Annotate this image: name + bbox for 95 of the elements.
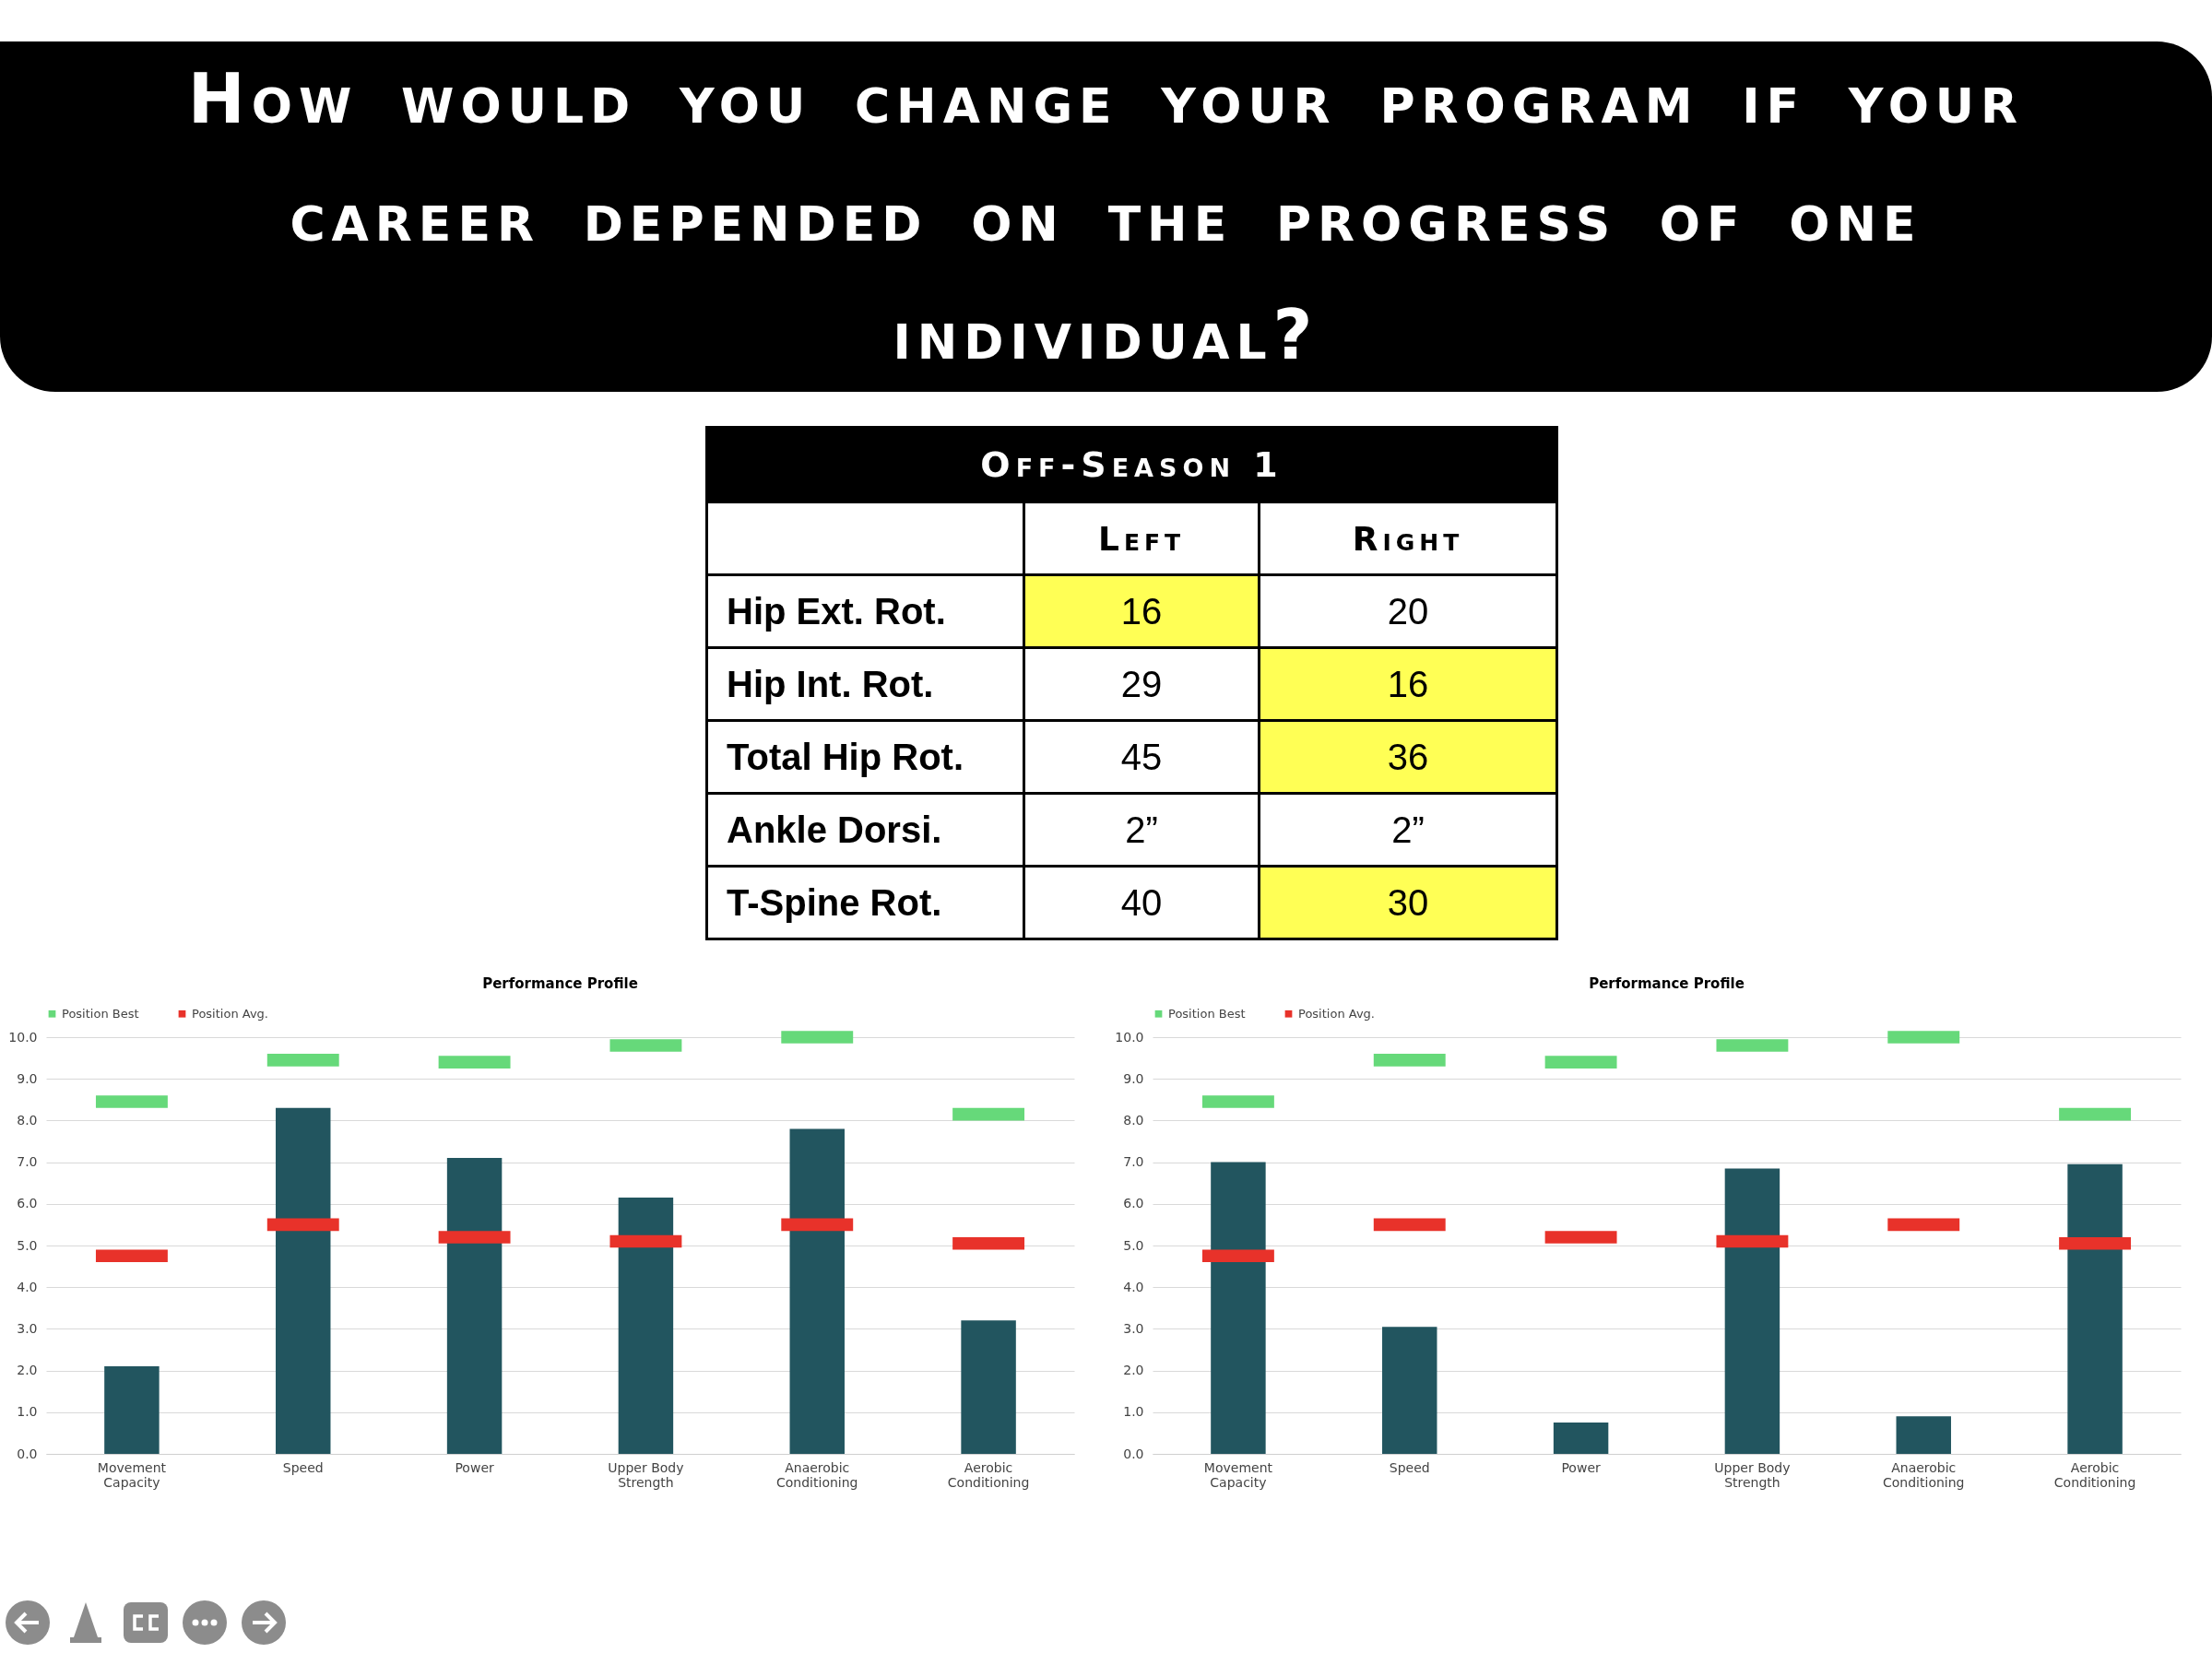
y-tick-label: 5.0	[17, 1237, 38, 1253]
bar	[1896, 1416, 1951, 1454]
y-tick-label: 2.0	[17, 1363, 38, 1378]
legend-label: Position Avg.	[192, 1006, 268, 1021]
y-tick-label: 3.0	[1123, 1320, 1144, 1336]
y-tick-label: 4.0	[17, 1279, 38, 1294]
bar	[789, 1128, 845, 1454]
bar	[952, 1107, 1025, 1121]
y-tick-label: 8.0	[17, 1112, 38, 1128]
bar	[609, 1039, 682, 1052]
category-label: Hip Ext. Rot.	[727, 590, 946, 632]
y-tick-label: 7.0	[1123, 1154, 1144, 1170]
x-tick-label: Power	[1561, 1459, 1601, 1475]
bar	[95, 1095, 168, 1108]
text: 16	[1387, 663, 1429, 704]
bar	[1544, 1231, 1617, 1244]
y-tick-label: 5.0	[1123, 1237, 1144, 1253]
y-tick-label: 10.0	[8, 1029, 38, 1045]
bar	[1716, 1234, 1789, 1248]
x-tick-label: Speed	[1389, 1459, 1430, 1475]
y-tick-label: 2.0	[1123, 1363, 1144, 1378]
bar	[1373, 1054, 1446, 1067]
y-tick-label: 1.0	[1123, 1404, 1144, 1420]
bar	[1724, 1168, 1780, 1454]
text: 20	[1387, 590, 1429, 632]
bar	[1887, 1218, 1960, 1232]
bar	[1553, 1423, 1609, 1454]
bar	[2059, 1107, 2132, 1121]
bar	[438, 1231, 511, 1244]
bar	[781, 1031, 854, 1044]
bar	[276, 1107, 331, 1454]
bar	[446, 1158, 503, 1454]
x-tick-label: Anaerobic Conditioning	[776, 1459, 858, 1490]
text: 2”	[1391, 809, 1425, 850]
x-tick-label: Upper Body Strength	[608, 1459, 684, 1490]
chart-title: Performance Profile	[1589, 975, 1745, 992]
bar	[266, 1054, 339, 1067]
y-tick-label: 8.0	[1123, 1112, 1144, 1128]
bar	[1716, 1039, 1789, 1052]
y-tick-label: 6.0	[1123, 1196, 1144, 1211]
bar	[2067, 1163, 2123, 1454]
category-label: Ankle Dorsi.	[727, 809, 942, 850]
bar	[781, 1218, 854, 1232]
y-tick-label: 4.0	[1123, 1279, 1144, 1294]
y-tick-label: 3.0	[17, 1320, 38, 1336]
bar	[1382, 1327, 1437, 1454]
category-label: T-Spine Rot.	[727, 881, 942, 923]
x-tick-label: Anaerobic Conditioning	[1883, 1459, 1965, 1490]
text: 30	[1387, 881, 1429, 923]
y-tick-label: 0.0	[1123, 1446, 1144, 1461]
y-tick-label: 6.0	[17, 1196, 38, 1211]
text: Off-Season 1	[706, 427, 1557, 502]
bar	[2059, 1236, 2132, 1250]
text: How would you change your program if your career depended on the progress of one individual?	[0, 41, 2212, 392]
x-tick-label: Movement Capacity	[97, 1459, 167, 1490]
bar	[1544, 1056, 1617, 1069]
legend-label: Position Best	[1168, 1006, 1246, 1021]
y-tick-label: 1.0	[17, 1404, 38, 1420]
bar	[438, 1056, 511, 1069]
y-tick-label: 10.0	[1115, 1029, 1144, 1045]
bar	[95, 1249, 168, 1263]
x-tick-label: Power	[455, 1459, 494, 1475]
text: 40	[1120, 881, 1163, 923]
category-label: Total Hip Rot.	[727, 736, 964, 777]
text: 36	[1387, 736, 1429, 777]
text: 16	[1120, 590, 1163, 632]
legend-label: Position Avg.	[1298, 1006, 1375, 1021]
bar	[618, 1198, 674, 1454]
legend-label: Position Best	[62, 1006, 139, 1021]
bar	[266, 1218, 339, 1232]
x-tick-label: Movement Capacity	[1203, 1459, 1273, 1490]
bar	[1373, 1218, 1446, 1232]
chart-title: Performance Profile	[482, 975, 638, 992]
category-label: Left	[1023, 502, 1260, 575]
bar	[961, 1320, 1016, 1454]
bar	[1201, 1095, 1274, 1108]
text: 2”	[1125, 809, 1158, 850]
y-tick-label: 0.0	[17, 1446, 38, 1461]
bar	[1211, 1162, 1266, 1454]
y-tick-label: 9.0	[1123, 1070, 1144, 1086]
x-tick-label: Upper Body Strength	[1714, 1459, 1791, 1490]
x-tick-label: Aerobic Conditioning	[2053, 1459, 2136, 1490]
category-label: Right	[1259, 502, 1557, 575]
bar	[1887, 1031, 1960, 1044]
y-tick-label: 9.0	[17, 1070, 38, 1086]
x-tick-label: Aerobic Conditioning	[947, 1459, 1030, 1490]
text: 29	[1120, 663, 1163, 704]
bar	[1201, 1249, 1274, 1263]
x-tick-label: Speed	[282, 1459, 324, 1475]
bar	[952, 1236, 1025, 1250]
bar	[104, 1366, 160, 1454]
text: 45	[1120, 736, 1163, 777]
y-tick-label: 7.0	[17, 1154, 38, 1170]
category-label: Hip Int. Rot.	[727, 663, 934, 704]
bar	[609, 1234, 682, 1248]
